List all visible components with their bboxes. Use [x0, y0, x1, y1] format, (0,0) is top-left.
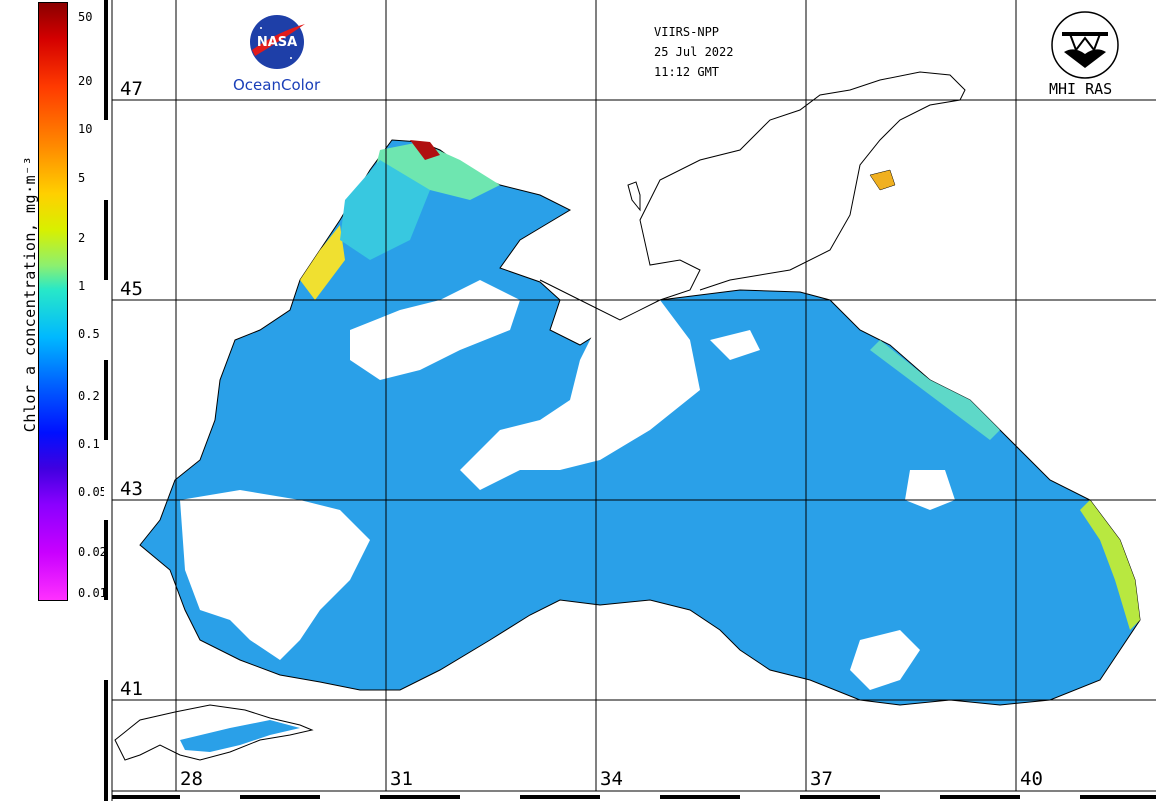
marmara-sea [180, 720, 300, 752]
mhi-ras-caption: MHI RAS [1049, 80, 1113, 98]
colorbar-tick-label: 0.01 [78, 586, 107, 600]
longitude-label: 37 [810, 768, 833, 790]
colorbar-tick-label: 2 [78, 231, 86, 245]
mhi-ras-logo [1051, 11, 1119, 79]
ne-coast-rim [870, 340, 1000, 440]
svg-text:NASA: NASA [257, 35, 297, 50]
latitude-label: 47 [120, 78, 143, 100]
longitude-label: 31 [390, 768, 413, 790]
colorbar-tick-label: 50 [78, 10, 93, 24]
colorbar-gradient [38, 2, 68, 601]
colorbar-tick-label: 5 [78, 171, 86, 185]
colorbar-tick-label: 20 [78, 74, 93, 88]
longitude-label: 40 [1020, 768, 1043, 790]
colorbar-tick-label: 0.2 [78, 389, 100, 403]
longitude-label: 28 [180, 768, 203, 790]
time-label: 11:12 GMT [654, 65, 720, 79]
colorbar-tick-label: 1 [78, 279, 86, 293]
crimea-azov-coastline [539, 71, 966, 321]
colorbar-tick-label: 0.02 [78, 545, 107, 559]
cloud-gaps [180, 280, 955, 690]
colorbar-tick-label: 0.1 [78, 437, 100, 451]
date-label: 25 Jul 2022 [654, 45, 734, 59]
danube-plume [300, 225, 345, 300]
latitude-label: 45 [120, 278, 143, 300]
dnieper-mouth-hotspot [410, 140, 440, 160]
colorbar-tick-label: 10 [78, 122, 93, 136]
latitude-label: 41 [120, 678, 143, 700]
sensor-label: VIIRS-NPP [654, 25, 720, 39]
graticule [112, 0, 1156, 791]
colorbar-tick-label: 0.05 [78, 485, 107, 499]
oceancolor-caption: OceanColor [233, 76, 321, 94]
azov-hotspot [869, 169, 896, 191]
east-coast-bloom [1080, 500, 1140, 630]
left-scale-bar [104, 0, 108, 801]
colorbar-tick-label: 0.5 [78, 327, 100, 341]
nw-shelf-cyan [340, 160, 430, 260]
marmara-coastline [114, 704, 314, 761]
nasa-logo: NASA [250, 15, 305, 69]
latitude-label: 43 [120, 478, 143, 500]
longitude-label: 34 [600, 768, 623, 790]
